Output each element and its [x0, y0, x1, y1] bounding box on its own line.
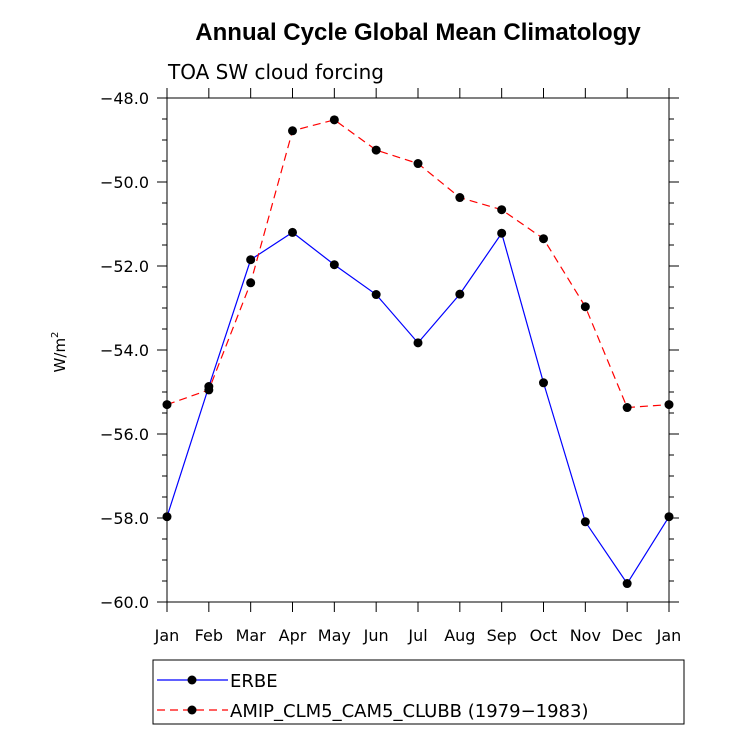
y-tick-label: −56.0 — [100, 425, 149, 444]
plot-frame — [166, 97, 670, 603]
chart-subtitle: TOA SW cloud forcing — [167, 60, 384, 84]
legend-marker-0 — [187, 675, 197, 685]
series-0-point — [162, 512, 172, 522]
x-tick-label: Jan — [656, 626, 682, 645]
x-tick-label: May — [318, 626, 351, 645]
legend: ERBE AMIP_CLM5_CAM5_CLUBB (1979−1983) — [152, 659, 685, 725]
series-0-point — [497, 228, 507, 238]
series-1-point — [288, 126, 297, 136]
series-0-point — [371, 290, 381, 300]
series-line-0 — [166, 231, 670, 585]
y-axis-label-text: W/m — [51, 338, 69, 373]
series-1-point — [664, 400, 674, 410]
y-tick-label: −58.0 — [100, 509, 149, 528]
series-1-point — [246, 278, 256, 288]
x-tick-label: Sep — [487, 626, 517, 645]
series-0-point — [413, 338, 423, 348]
series-1-point — [622, 403, 632, 413]
y-tick-label: −54.0 — [100, 341, 149, 360]
y-tick-label: −50.0 — [100, 173, 149, 192]
legend-label-1: AMIP_CLM5_CAM5_CLUBB (1979−1983) — [230, 701, 589, 722]
series-0-point — [455, 289, 465, 299]
series-1-point — [455, 193, 465, 203]
series-1-point — [371, 145, 381, 155]
y-tick-label: −60.0 — [100, 593, 149, 612]
x-tick-label: Apr — [279, 626, 307, 645]
series-0-point — [622, 579, 632, 589]
x-axis-ticks: Jan Feb Mar Apr May Jun Jul Aug Sep Oct Nov Dec Jan — [154, 88, 682, 645]
series-0-point — [329, 260, 339, 270]
series-1-point — [497, 205, 507, 215]
x-tick-label: Mar — [236, 626, 267, 645]
series-1-point — [580, 302, 590, 312]
x-tick-label: Jan — [154, 626, 180, 645]
series-1-point — [329, 115, 339, 125]
x-tick-label: Nov — [570, 626, 601, 645]
legend-box — [152, 659, 685, 725]
x-tick-label: Aug — [444, 626, 475, 645]
y-axis-label-superscript: 2 — [50, 332, 61, 338]
series-0-point — [539, 378, 548, 388]
x-tick-label: Dec — [612, 626, 643, 645]
legend-marker-1 — [187, 705, 197, 715]
y-tick-label: −52.0 — [100, 257, 149, 276]
series-1-point — [204, 385, 214, 395]
svg-text:W/m2: W/m2 — [50, 332, 69, 373]
x-tick-label: Jul — [407, 626, 427, 645]
series-0-point — [246, 255, 256, 265]
series-layer — [162, 115, 674, 589]
chart-title: Annual Cycle Global Mean Climatology — [195, 19, 641, 46]
series-0-point — [664, 512, 674, 522]
series-1-point — [162, 400, 172, 410]
series-0-point — [288, 227, 297, 237]
plot-border — [166, 97, 670, 603]
y-axis-ticks: −48.0 −50.0 −52.0 −54.0 −56.0 −58.0 −60.0 — [100, 89, 679, 612]
series-1-point — [539, 234, 548, 244]
x-tick-label: Feb — [195, 626, 223, 645]
x-tick-label: Oct — [530, 626, 558, 645]
series-1-point — [413, 159, 423, 169]
x-tick-label: Jun — [363, 626, 389, 645]
series-0-point — [580, 517, 590, 527]
y-tick-label: −48.0 — [100, 89, 149, 108]
legend-label-0: ERBE — [230, 671, 278, 692]
y-axis-label: W/m2 — [50, 332, 69, 373]
